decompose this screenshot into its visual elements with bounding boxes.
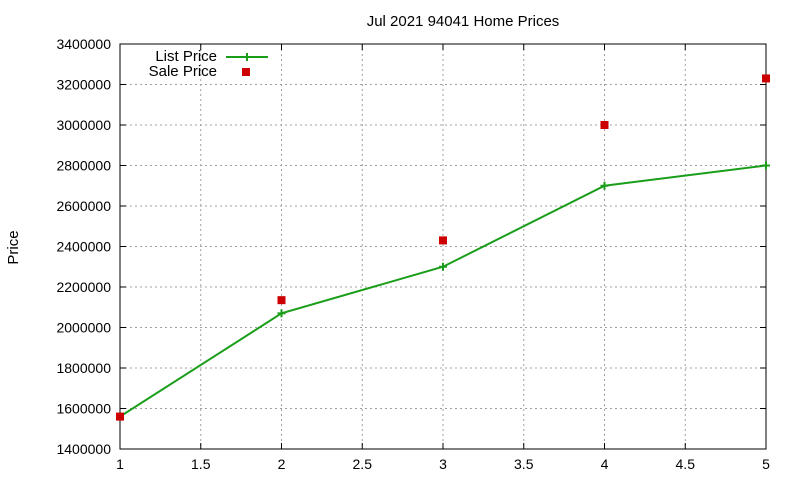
y-tick-label: 2400000 bbox=[56, 239, 111, 255]
point-sale-price bbox=[116, 412, 124, 421]
legend-swatch-sale-price bbox=[242, 68, 250, 76]
x-tick-label: 4.5 bbox=[676, 456, 696, 472]
y-axis-title: Price bbox=[5, 230, 22, 264]
x-tick-label: 2.5 bbox=[353, 456, 373, 472]
x-tick-label: 1 bbox=[116, 456, 124, 472]
axis-ticks: 1 1.5 2 2.5 3 3.5 4 4.5 5 1400000 1600000 1800000 20… bbox=[56, 36, 770, 472]
series-layer bbox=[116, 74, 770, 421]
y-tick-label: 1400000 bbox=[56, 441, 111, 457]
y-tick-label: 3200000 bbox=[56, 77, 111, 93]
y-tick-label: 2800000 bbox=[56, 158, 111, 174]
x-tick-label: 3.5 bbox=[514, 456, 534, 472]
chart-title: Jul 2021 94041 Home Prices bbox=[367, 13, 560, 30]
x-tick-label: 3 bbox=[439, 456, 447, 472]
point-sale-price bbox=[277, 296, 286, 305]
legend-label-sale-price: Sale Price bbox=[149, 63, 217, 80]
y-tick-label: 2200000 bbox=[56, 279, 111, 295]
point-sale-price bbox=[439, 236, 447, 245]
x-tick-label: 2 bbox=[278, 456, 286, 472]
point-list-price bbox=[762, 161, 770, 170]
point-list-price bbox=[439, 262, 447, 271]
grid-lines bbox=[120, 44, 766, 449]
y-tick-label: 1600000 bbox=[56, 401, 111, 417]
x-tick-label: 4 bbox=[601, 456, 609, 472]
point-list-price bbox=[277, 309, 286, 318]
point-list-price bbox=[600, 181, 609, 190]
point-sale-price bbox=[600, 121, 609, 129]
series-line-list-price bbox=[119, 164, 767, 418]
legend: List Price Sale Price bbox=[149, 48, 268, 80]
y-tick-label: 1800000 bbox=[56, 360, 111, 376]
y-tick-label: 2000000 bbox=[56, 320, 111, 336]
point-sale-price bbox=[762, 74, 770, 83]
y-tick-label: 3400000 bbox=[56, 36, 111, 52]
legend-label-list-price: List Price bbox=[155, 48, 217, 65]
y-tick-label: 2600000 bbox=[56, 198, 111, 214]
x-tick-label: 1.5 bbox=[191, 456, 211, 472]
x-tick-label: 5 bbox=[762, 456, 770, 472]
y-tick-label: 3000000 bbox=[56, 117, 111, 133]
